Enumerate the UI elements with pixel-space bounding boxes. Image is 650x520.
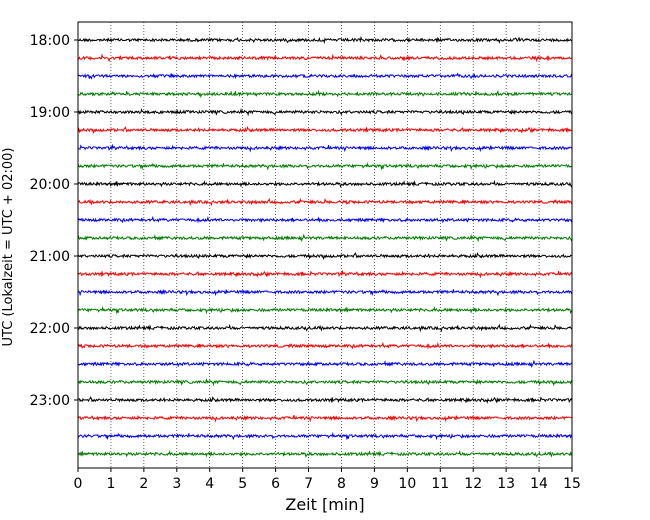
- y-axis-ticks: 18:00 19:00 20:00 21:00 22:00 23:00: [30, 33, 78, 409]
- trace-2100: [77, 251, 573, 261]
- trace-2215: [77, 341, 573, 350]
- y-tick-label: 23:00: [30, 393, 70, 409]
- minute-grid: [110, 22, 540, 468]
- x-tick-label: 7: [304, 476, 313, 492]
- x-tick-label: 8: [337, 476, 346, 492]
- trace-2145: [77, 305, 573, 315]
- trace-2000: [77, 179, 573, 188]
- trace-1945: [77, 161, 573, 171]
- x-tick-label: 4: [205, 476, 214, 492]
- x-tick-label: 5: [238, 476, 247, 492]
- y-tick-label: 21:00: [30, 249, 70, 265]
- y-tick-label: 22:00: [30, 321, 70, 337]
- trace-1845: [77, 89, 573, 99]
- x-tick-label: 3: [172, 476, 181, 492]
- axes: [77, 21, 573, 469]
- trace-1900: [77, 107, 573, 117]
- trace-2200: [77, 323, 573, 333]
- trace-2130: [77, 288, 573, 297]
- x-tick-label: 14: [530, 476, 548, 492]
- trace-2300: [77, 395, 573, 404]
- trace-2315: [77, 414, 573, 423]
- x-tick-label: 9: [370, 476, 379, 492]
- trace-2330: [77, 431, 573, 441]
- y-tick-label: 19:00: [30, 105, 70, 121]
- x-tick-label: 0: [74, 476, 83, 492]
- x-tick-label: 12: [464, 476, 482, 492]
- y-tick-label: 20:00: [30, 177, 70, 193]
- trace-1815: [77, 53, 573, 63]
- trace-1800: [77, 35, 572, 44]
- y-tick-label: 18:00: [30, 33, 70, 49]
- trace-1930: [77, 143, 573, 153]
- seismic-traces: [77, 35, 573, 458]
- trace-2015: [77, 197, 573, 207]
- trace-1830: [77, 72, 573, 80]
- x-tick-label: 1: [106, 476, 115, 492]
- y-axis-label: UTC (Lokalzeit = UTC + 02:00): [1, 148, 16, 347]
- trace-2245: [77, 377, 573, 387]
- trace-2115: [77, 269, 573, 279]
- trace-2045: [77, 233, 573, 243]
- x-tick-label: 11: [431, 476, 449, 492]
- x-axis-label: Zeit [min]: [285, 495, 364, 514]
- x-tick-label: 6: [271, 476, 280, 492]
- x-axis-ticks: 0 1 2 3 4 5 6 7 8 9 10 11 12 13 14 15: [74, 468, 581, 492]
- trace-1915: [77, 125, 573, 135]
- trace-2345: [77, 449, 573, 458]
- x-tick-label: 10: [398, 476, 416, 492]
- trace-2030: [77, 215, 573, 224]
- x-tick-label: 2: [139, 476, 148, 492]
- plot-frame: [77, 21, 573, 469]
- trace-2230: [77, 359, 573, 369]
- x-tick-label: 15: [563, 476, 581, 492]
- x-tick-label: 13: [497, 476, 515, 492]
